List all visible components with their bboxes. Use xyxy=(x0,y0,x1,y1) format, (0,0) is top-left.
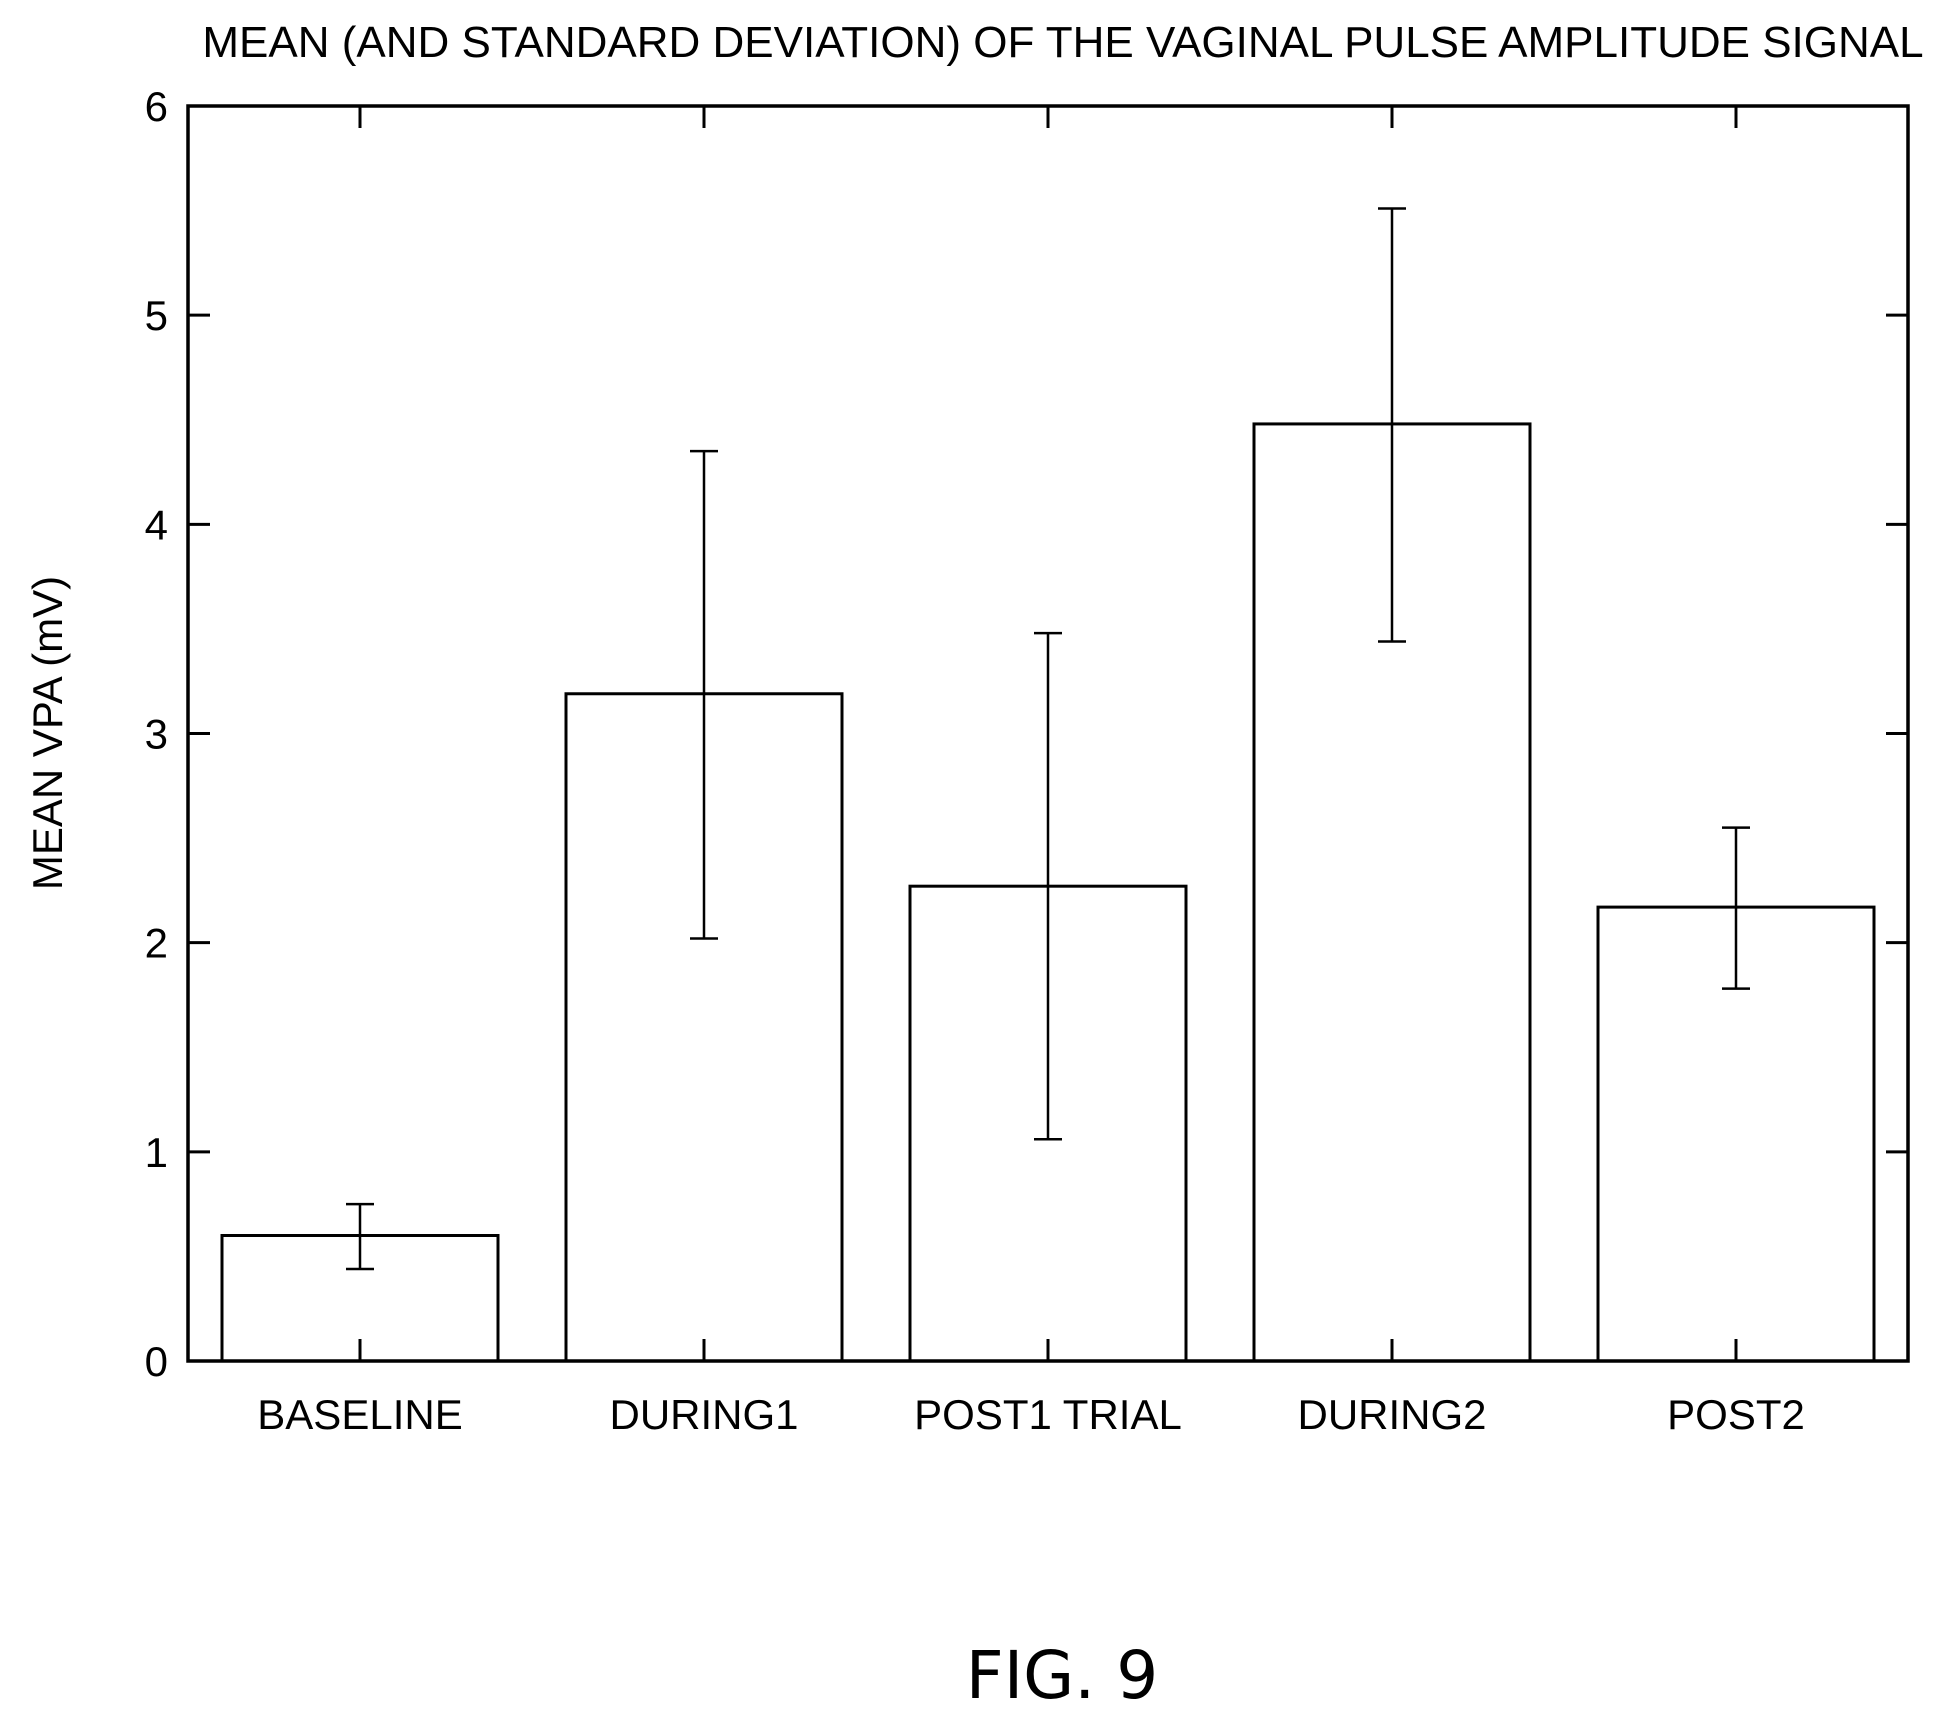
figure-label: FIG. 9 xyxy=(966,1637,1159,1714)
error-bar xyxy=(1378,207,1406,643)
x-tick-label: DURING1 xyxy=(609,1391,798,1438)
error-bar xyxy=(346,1202,374,1271)
x-tick-label: BASELINE xyxy=(257,1391,462,1438)
x-tick-label: POST1 TRIAL xyxy=(914,1391,1182,1438)
x-tick-label: POST2 xyxy=(1667,1391,1805,1438)
y-axis-label: MEAN VPA (mV) xyxy=(24,576,71,890)
chart-title: MEAN (AND STANDARD DEVIATION) OF THE VAG… xyxy=(202,18,1923,67)
error-bar xyxy=(1034,631,1062,1141)
y-tick-label: 4 xyxy=(145,501,168,548)
y-tick-label: 0 xyxy=(145,1338,168,1385)
error-bar xyxy=(1722,826,1750,990)
y-tick-label: 1 xyxy=(145,1129,168,1176)
x-tick-labels: BASELINE DURING1 POST1 TRIAL DURING2 POST2 xyxy=(257,1391,1805,1438)
plot-frame xyxy=(186,104,1910,1363)
y-tick-label: 3 xyxy=(145,711,168,758)
x-tick-label: DURING2 xyxy=(1297,1391,1486,1438)
error-bars-layer xyxy=(346,207,1750,1271)
y-tick-label: 6 xyxy=(145,83,168,130)
y-tick-labels: 0 1 2 3 4 5 6 xyxy=(145,83,168,1385)
y-tick-label: 2 xyxy=(145,920,168,967)
y-tick-label: 5 xyxy=(145,292,168,339)
error-bar xyxy=(690,449,718,940)
